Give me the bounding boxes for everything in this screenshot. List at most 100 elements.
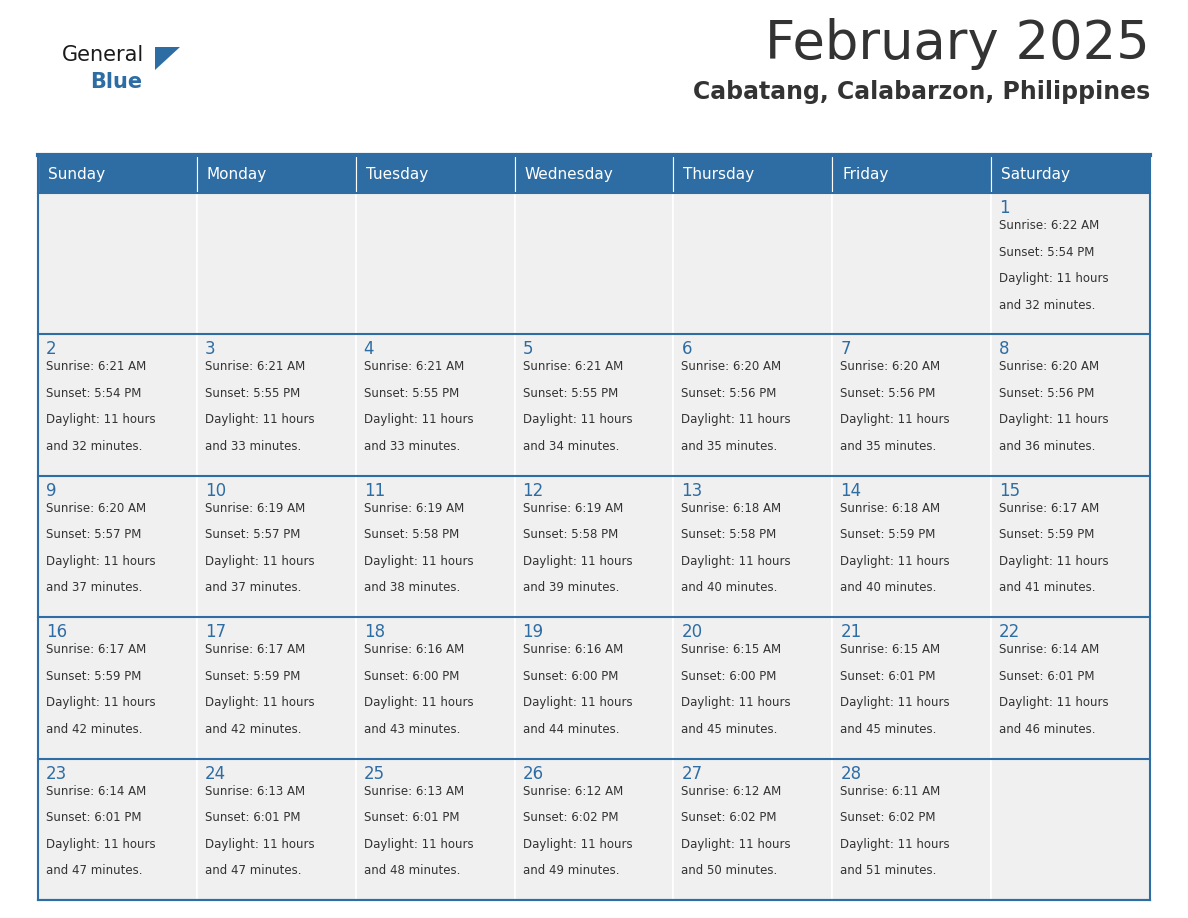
Text: and 45 minutes.: and 45 minutes. [840,722,936,735]
Text: and 37 minutes.: and 37 minutes. [204,581,302,594]
Text: Daylight: 11 hours: Daylight: 11 hours [682,413,791,427]
Text: and 34 minutes.: and 34 minutes. [523,440,619,453]
Text: Sunset: 5:55 PM: Sunset: 5:55 PM [364,386,459,400]
Text: Sunrise: 6:17 AM: Sunrise: 6:17 AM [46,644,146,656]
Text: Sunrise: 6:15 AM: Sunrise: 6:15 AM [682,644,782,656]
Text: Daylight: 11 hours: Daylight: 11 hours [204,696,315,710]
Text: Friday: Friday [842,166,889,182]
Text: Daylight: 11 hours: Daylight: 11 hours [204,413,315,427]
Text: Wednesday: Wednesday [525,166,613,182]
Bar [674,155,833,193]
Text: 2: 2 [46,341,57,358]
Text: 18: 18 [364,623,385,641]
Text: Daylight: 11 hours: Daylight: 11 hours [682,837,791,851]
Text: Daylight: 11 hours: Daylight: 11 hours [523,554,632,568]
Text: Daylight: 11 hours: Daylight: 11 hours [46,413,156,427]
Text: Sunset: 6:01 PM: Sunset: 6:01 PM [204,812,301,824]
Text: and 46 minutes.: and 46 minutes. [999,722,1095,735]
Text: Sunset: 5:54 PM: Sunset: 5:54 PM [999,245,1094,259]
Text: Sunrise: 6:14 AM: Sunrise: 6:14 AM [999,644,1099,656]
Text: Saturday: Saturday [1001,166,1070,182]
Text: 27: 27 [682,765,702,783]
Text: Sunset: 6:01 PM: Sunset: 6:01 PM [840,670,936,683]
Bar [833,617,991,758]
Bar [38,476,197,617]
Text: and 40 minutes.: and 40 minutes. [840,581,936,594]
Text: Sunrise: 6:19 AM: Sunrise: 6:19 AM [364,502,465,515]
Bar [514,334,674,476]
Text: and 49 minutes.: and 49 minutes. [523,864,619,878]
Text: Daylight: 11 hours: Daylight: 11 hours [204,554,315,568]
Text: 25: 25 [364,765,385,783]
Text: Sunday: Sunday [48,166,105,182]
Text: Sunrise: 6:13 AM: Sunrise: 6:13 AM [364,785,463,798]
Text: and 47 minutes.: and 47 minutes. [204,864,302,878]
Bar [38,617,197,758]
Bar [514,476,674,617]
Text: Daylight: 11 hours: Daylight: 11 hours [999,413,1108,427]
Text: Sunset: 6:01 PM: Sunset: 6:01 PM [999,670,1094,683]
Bar [197,334,355,476]
Text: 20: 20 [682,623,702,641]
Text: Sunset: 6:00 PM: Sunset: 6:00 PM [364,670,459,683]
Text: Sunrise: 6:21 AM: Sunrise: 6:21 AM [523,361,623,374]
Text: Daylight: 11 hours: Daylight: 11 hours [999,696,1108,710]
Text: Sunrise: 6:21 AM: Sunrise: 6:21 AM [204,361,305,374]
Text: and 44 minutes.: and 44 minutes. [523,722,619,735]
Text: Sunset: 5:59 PM: Sunset: 5:59 PM [999,529,1094,542]
Text: 23: 23 [46,765,68,783]
Text: 12: 12 [523,482,544,499]
Bar [355,476,514,617]
Bar [514,617,674,758]
Text: and 45 minutes.: and 45 minutes. [682,722,778,735]
Bar [197,758,355,900]
Text: Sunset: 6:02 PM: Sunset: 6:02 PM [523,812,618,824]
Bar [197,155,355,193]
Text: 21: 21 [840,623,861,641]
Text: 13: 13 [682,482,702,499]
Text: Daylight: 11 hours: Daylight: 11 hours [523,696,632,710]
Text: Daylight: 11 hours: Daylight: 11 hours [46,554,156,568]
Text: and 41 minutes.: and 41 minutes. [999,581,1095,594]
Text: 9: 9 [46,482,57,499]
Text: Daylight: 11 hours: Daylight: 11 hours [204,837,315,851]
Bar [991,334,1150,476]
Bar [514,193,674,334]
Text: Sunset: 6:02 PM: Sunset: 6:02 PM [840,812,936,824]
Text: Daylight: 11 hours: Daylight: 11 hours [682,554,791,568]
Text: Sunrise: 6:22 AM: Sunrise: 6:22 AM [999,219,1099,232]
Text: 4: 4 [364,341,374,358]
Bar [197,476,355,617]
Text: Daylight: 11 hours: Daylight: 11 hours [999,272,1108,285]
Text: Daylight: 11 hours: Daylight: 11 hours [682,696,791,710]
Text: Sunrise: 6:20 AM: Sunrise: 6:20 AM [682,361,782,374]
Bar [674,193,833,334]
Bar [197,617,355,758]
Polygon shape [154,47,181,70]
Text: Sunrise: 6:20 AM: Sunrise: 6:20 AM [999,361,1099,374]
Text: and 51 minutes.: and 51 minutes. [840,864,936,878]
Bar [833,476,991,617]
Text: Sunrise: 6:18 AM: Sunrise: 6:18 AM [840,502,941,515]
Text: and 47 minutes.: and 47 minutes. [46,864,143,878]
Bar [355,193,514,334]
Text: Daylight: 11 hours: Daylight: 11 hours [364,837,473,851]
Text: and 40 minutes.: and 40 minutes. [682,581,778,594]
Text: Sunset: 6:01 PM: Sunset: 6:01 PM [46,812,141,824]
Bar [38,334,197,476]
Bar [833,193,991,334]
Text: Tuesday: Tuesday [366,166,428,182]
Text: Sunset: 6:00 PM: Sunset: 6:00 PM [682,670,777,683]
Text: General: General [62,45,144,65]
Text: Daylight: 11 hours: Daylight: 11 hours [523,413,632,427]
Bar [38,155,197,193]
Text: 19: 19 [523,623,544,641]
Text: 6: 6 [682,341,691,358]
Text: Sunrise: 6:19 AM: Sunrise: 6:19 AM [523,502,623,515]
Text: Sunset: 5:55 PM: Sunset: 5:55 PM [523,386,618,400]
Text: Daylight: 11 hours: Daylight: 11 hours [46,696,156,710]
Text: Sunrise: 6:16 AM: Sunrise: 6:16 AM [523,644,623,656]
Text: Sunset: 6:02 PM: Sunset: 6:02 PM [682,812,777,824]
Text: 15: 15 [999,482,1020,499]
Text: Sunrise: 6:12 AM: Sunrise: 6:12 AM [523,785,623,798]
